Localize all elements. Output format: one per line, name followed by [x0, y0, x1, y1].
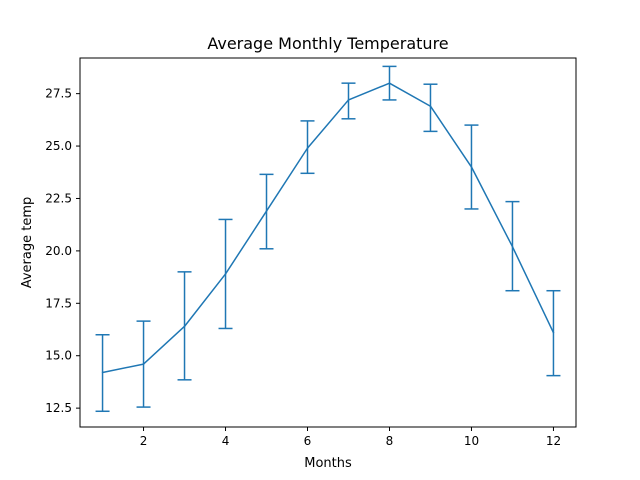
x-axis-label: Months	[304, 456, 352, 471]
plot-area	[95, 65, 561, 413]
plot-frame	[79, 57, 577, 428]
y-tick-label: 25.0	[45, 139, 72, 153]
x-tick-label: 12	[546, 434, 561, 448]
data-point	[142, 363, 145, 365]
y-tick-label: 22.5	[45, 191, 72, 205]
x-tick-label: 2	[140, 434, 148, 448]
y-axis-label: Average temp	[20, 197, 35, 289]
data-point	[101, 371, 104, 374]
y-tick-label: 12.5	[45, 401, 72, 415]
y-tick-label: 17.5	[45, 296, 72, 310]
x-axis: 2 4 6 8 10 12	[140, 427, 561, 448]
x-tick-label: 4	[222, 434, 230, 448]
series-line	[102, 82, 555, 374]
data-point	[552, 331, 555, 334]
data-point	[429, 105, 432, 107]
data-point	[388, 82, 391, 84]
data-point	[511, 245, 514, 248]
x-tick-label: 10	[464, 434, 479, 448]
y-tick-label: 27.5	[45, 87, 72, 101]
chart-title: Average Monthly Temperature	[207, 34, 448, 53]
data-point	[265, 210, 268, 212]
data-point	[347, 99, 350, 101]
data-point	[306, 147, 309, 149]
error-bar	[423, 83, 438, 133]
data-point	[470, 166, 473, 168]
data-point	[183, 325, 186, 328]
y-tick-label: 20.0	[45, 244, 72, 258]
y-axis: 12.5 15.0 17.5 20.0 22.5 25.0 27.5	[45, 87, 80, 415]
x-tick-label: 6	[304, 434, 312, 448]
y-tick-label: 15.0	[45, 349, 72, 363]
data-point	[224, 273, 227, 275]
x-tick-label: 8	[386, 434, 394, 448]
